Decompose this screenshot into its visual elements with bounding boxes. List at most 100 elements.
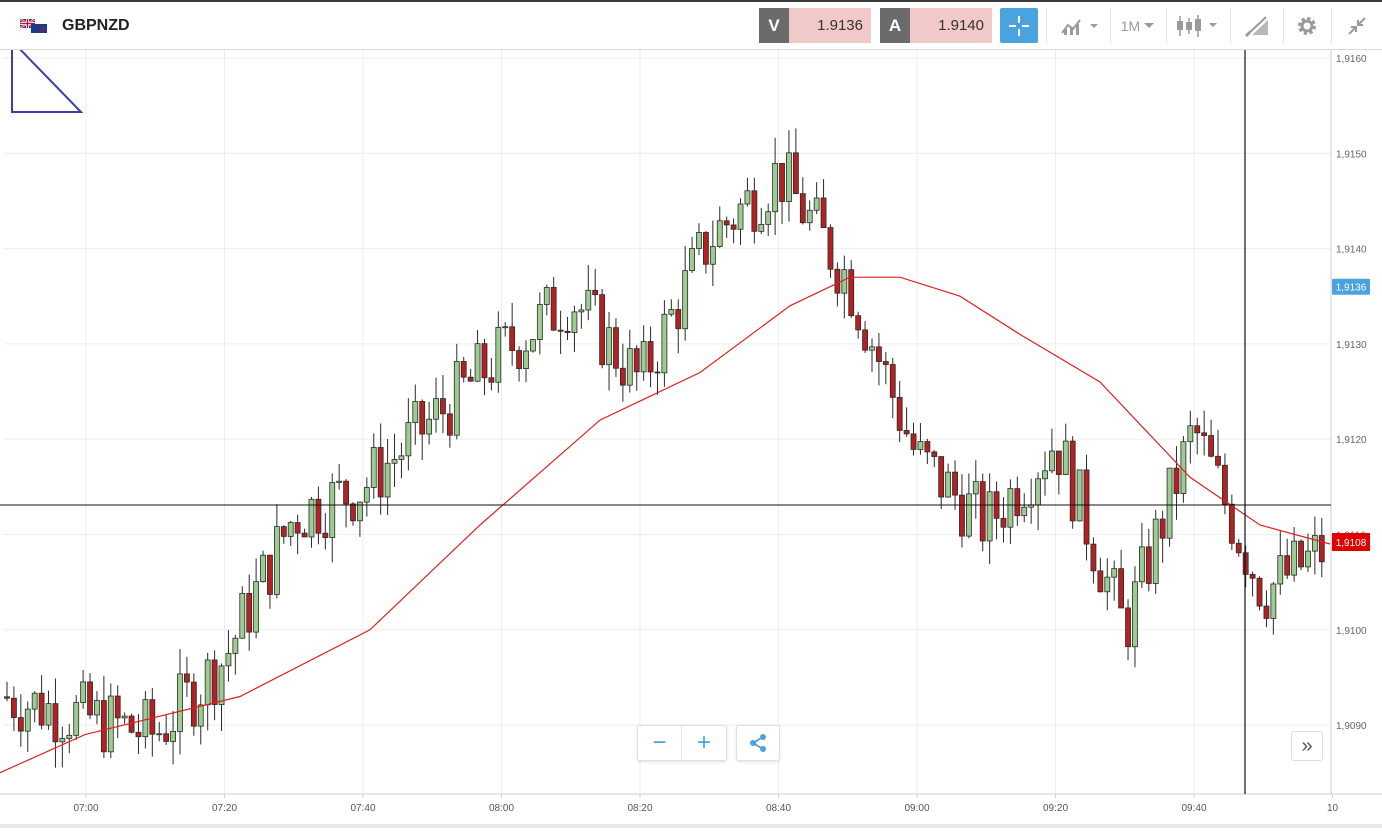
candle-up xyxy=(1035,478,1041,506)
x-tick-label: 07:40 xyxy=(350,803,375,814)
candle-up xyxy=(626,348,633,386)
y-tick-label: 1,9100 xyxy=(1336,626,1367,637)
candle-up xyxy=(1291,540,1298,576)
candle-down xyxy=(1249,573,1256,579)
candle-down xyxy=(1090,543,1097,572)
candle-up xyxy=(474,343,481,382)
candle-up xyxy=(453,361,460,436)
drawing-tools-button[interactable] xyxy=(1240,8,1274,43)
candle-down xyxy=(163,733,170,742)
candle-down xyxy=(301,532,308,538)
candle-down xyxy=(834,268,841,294)
candle-down xyxy=(952,471,958,496)
candle-up xyxy=(329,482,336,538)
settings-button[interactable] xyxy=(1290,8,1324,43)
buy-quote-button[interactable]: A 1.9140 xyxy=(880,8,992,43)
candle-down xyxy=(903,430,910,435)
crosshair-button[interactable] xyxy=(1000,8,1038,43)
candle-down xyxy=(52,703,59,743)
candle-up xyxy=(1311,535,1318,552)
candle-up xyxy=(806,209,813,224)
candle-up xyxy=(640,341,647,373)
candle-up xyxy=(1007,488,1014,528)
candle-down xyxy=(280,526,287,537)
candle-up xyxy=(80,681,87,703)
candle-down xyxy=(862,329,868,351)
y-tick-label: 1,9090 xyxy=(1336,721,1367,732)
candle-down xyxy=(889,364,896,398)
candle-down xyxy=(550,287,557,331)
y-tick-label: 1,9150 xyxy=(1336,149,1367,160)
share-button[interactable] xyxy=(736,725,780,761)
candle-down xyxy=(792,152,799,195)
y-tick-label: 1,9130 xyxy=(1336,340,1367,351)
candle-up xyxy=(668,309,675,315)
candle-up xyxy=(543,287,550,305)
candle-down xyxy=(440,398,446,415)
candle-down xyxy=(924,441,931,453)
candle-up xyxy=(177,673,183,732)
candle-down xyxy=(11,697,17,718)
candle-up xyxy=(1277,555,1284,585)
candle-down xyxy=(633,348,640,373)
candle-down xyxy=(149,699,156,735)
candlestick-icon xyxy=(1177,14,1217,37)
candle-down xyxy=(1228,503,1235,544)
gb-nz-flag-icon xyxy=(20,19,47,33)
candle-up xyxy=(66,734,73,739)
chart-canvas[interactable]: 1,91601,91501,91401,91301,91201,91101,91… xyxy=(0,38,1382,828)
candle-up xyxy=(433,398,439,420)
candle-down xyxy=(557,329,564,332)
candle-style-button[interactable] xyxy=(1172,8,1224,43)
y-tick-label: 1,9160 xyxy=(1336,54,1367,65)
timeframe-button[interactable]: 1M xyxy=(1116,8,1160,43)
candle-down xyxy=(876,346,882,362)
candle-up xyxy=(661,313,668,374)
candle-down xyxy=(87,681,93,716)
candle-down xyxy=(938,456,945,498)
chart-type-button[interactable] xyxy=(1055,8,1105,43)
candle-up xyxy=(412,401,419,424)
collapse-icon xyxy=(1348,16,1366,35)
x-tick-label: 09:00 xyxy=(904,803,929,814)
sell-price: 1.9136 xyxy=(789,8,871,43)
collapse-button[interactable] xyxy=(1340,8,1374,43)
candle-up xyxy=(253,581,260,633)
candle-down xyxy=(1125,607,1131,648)
candle-down xyxy=(38,692,45,726)
candle-down xyxy=(1194,425,1201,434)
candle-up xyxy=(156,733,163,736)
candle-down xyxy=(848,269,855,317)
candle-up xyxy=(585,289,592,311)
candle-down xyxy=(488,377,495,383)
sell-quote-button[interactable]: V 1.9136 xyxy=(759,8,871,43)
x-tick-label: 08:40 xyxy=(766,803,791,814)
zoom-out-button[interactable]: − xyxy=(638,726,682,760)
y-tick-label: 1,9120 xyxy=(1336,435,1367,446)
candle-up xyxy=(121,715,128,719)
candle-up xyxy=(405,422,412,457)
candle-down xyxy=(184,673,190,683)
scroll-to-latest-button[interactable]: » xyxy=(1291,731,1323,761)
candle-up xyxy=(204,659,211,706)
candle-up xyxy=(384,462,391,498)
candle-up xyxy=(530,339,536,352)
candle-up xyxy=(758,224,765,232)
candle-up xyxy=(1152,518,1159,584)
x-tick-label: 09:20 xyxy=(1043,803,1068,814)
candle-down xyxy=(855,315,862,331)
candle-down xyxy=(267,554,273,595)
candle-down xyxy=(315,498,322,534)
bottom-border xyxy=(0,824,1382,828)
candle-up xyxy=(1111,568,1118,578)
price-chart[interactable]: 1,91601,91501,91401,91301,91201,91101,91… xyxy=(0,38,1382,828)
candle-down xyxy=(820,197,827,228)
x-tick-label: 08:00 xyxy=(489,803,514,814)
zoom-in-button[interactable]: + xyxy=(696,729,711,756)
candle-up xyxy=(502,326,509,329)
candle-up xyxy=(398,455,405,460)
candle-up xyxy=(357,501,363,522)
candle-down xyxy=(619,367,626,386)
candle-up xyxy=(336,480,343,483)
candle-down xyxy=(467,376,474,382)
